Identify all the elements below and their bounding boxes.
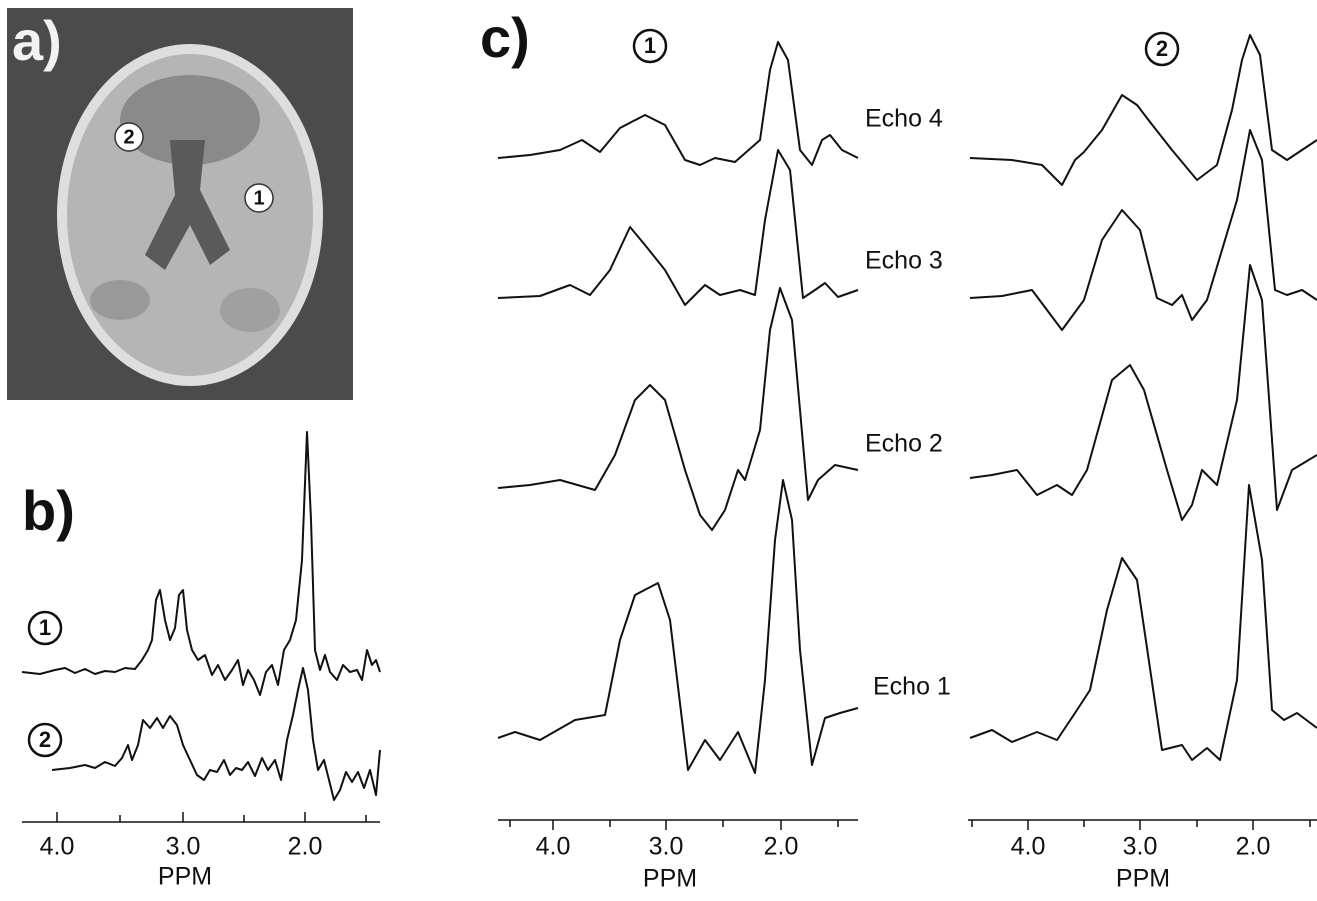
x-axis-title: PPM bbox=[1116, 865, 1170, 893]
spectrum bbox=[52, 668, 380, 800]
echo-label: Echo 1 bbox=[873, 673, 951, 701]
figure: a) 2 1 b) 1 2 4.0 3.0 2.0 PPM c) 1 2 Ech… bbox=[0, 0, 1317, 901]
x-tick-label: 3.0 bbox=[1123, 833, 1158, 861]
axis-ticks bbox=[510, 820, 838, 830]
trace-label: 1 bbox=[39, 615, 51, 640]
column-label: 2 bbox=[1156, 36, 1168, 61]
x-axis-title: PPM bbox=[158, 863, 212, 891]
roi-label: 2 bbox=[123, 126, 134, 148]
x-tick-label: 4.0 bbox=[1011, 833, 1046, 861]
roi-label: 1 bbox=[253, 187, 264, 209]
x-tick-label: 2.0 bbox=[764, 833, 799, 861]
x-tick-label: 3.0 bbox=[649, 833, 684, 861]
echo-label: Echo 2 bbox=[865, 430, 943, 458]
spectrum bbox=[22, 432, 380, 695]
axis-ticks bbox=[57, 812, 366, 822]
panel-label: a) bbox=[12, 9, 62, 72]
x-tick-label: 4.0 bbox=[40, 833, 75, 861]
column-label: 1 bbox=[644, 33, 656, 58]
trace-label: 2 bbox=[39, 727, 51, 752]
x-tick-label: 4.0 bbox=[536, 833, 571, 861]
x-axis-title: PPM bbox=[643, 865, 697, 893]
panel-label: c) bbox=[480, 6, 530, 69]
echo-label: Echo 4 bbox=[865, 105, 943, 133]
panel-label: b) bbox=[22, 479, 75, 542]
x-tick-label: 3.0 bbox=[166, 833, 201, 861]
x-tick-label: 2.0 bbox=[288, 833, 323, 861]
spectra-column bbox=[970, 35, 1317, 760]
x-tick-label: 2.0 bbox=[1236, 833, 1271, 861]
spectra-column bbox=[498, 42, 858, 773]
axis-ticks bbox=[972, 820, 1310, 830]
echo-label: Echo 3 bbox=[865, 247, 943, 275]
